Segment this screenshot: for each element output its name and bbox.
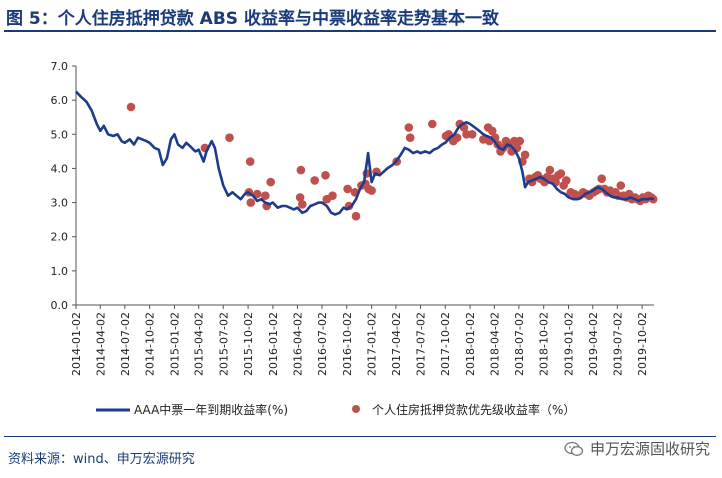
footer-divider [4,436,716,437]
x-tick-label: 2019-07-02 [611,312,624,376]
x-tick-label: 2016-04-02 [291,312,304,376]
abs-yield-point [246,198,256,207]
x-tick-label: 2017-10-02 [439,312,452,376]
abs-yield-point [310,176,320,185]
wechat-icon [564,441,584,456]
x-tick-label: 2018-04-02 [488,312,501,376]
x-tick-label: 2014-04-02 [94,312,107,376]
y-tick-label: 0.0 [51,299,69,312]
source-note: 资料来源：wind、申万宏源研究 [8,452,195,467]
x-tick-label: 2018-10-02 [538,312,551,376]
y-tick-label: 3.0 [51,197,69,210]
chart-axes [75,66,654,306]
abs-yield-point [452,133,462,142]
abs-yield-point [405,133,415,142]
abs-yield-point [343,184,352,194]
abs-yield-point [520,150,530,160]
legend-label-aaa: AAA中票一年到期收益率(%) [134,402,288,417]
abs-yield-point [245,157,255,166]
abs-yield-point [351,211,361,221]
abs-yield-point [404,123,414,132]
x-tick-label: 2019-04-02 [587,312,600,376]
abs-yield-point [562,176,571,185]
abs-yield-point [616,181,626,190]
x-tick-label: 2019-01-02 [563,312,576,376]
watermark: 申万宏源固收研究 [564,438,710,459]
x-tick-label: 2014-07-02 [119,312,132,376]
x-tick-label: 2017-04-02 [390,312,403,376]
abs-yield-point [367,186,376,195]
y-axis-ticks: 0.0 1.0 2.0 3.0 4.0 5.0 6.0 7.0 [51,60,76,312]
abs-yield-point [428,119,437,129]
x-tick-label: 2016-01-02 [267,312,280,376]
x-tick-label: 2018-01-02 [464,312,477,376]
x-tick-label: 2015-10-02 [242,312,255,376]
watermark-text: 申万宏源固收研究 [589,440,710,458]
x-axis-ticks: 2014-01-02 2014-04-02 2014-07-02 2014-10-02… [70,305,649,376]
x-tick-label: 2017-07-02 [414,312,427,376]
x-tick-label: 2015-04-02 [193,312,206,376]
x-tick-label: 2015-07-02 [217,312,230,376]
x-tick-label: 2017-01-02 [366,312,379,376]
x-tick-label: 2015-01-02 [168,312,181,376]
abs-yield-point [467,130,477,139]
y-tick-label: 7.0 [51,60,69,73]
figure-title: 图 5：个人住房抵押贷款 ABS 收益率与中票收益率走势基本一致 [6,9,499,29]
abs-yield-series [126,102,658,221]
abs-yield-point [252,189,262,199]
chart-legend: AAA中票一年到期收益率(%) 个人住房抵押贷款优先级收益率（%） [96,402,575,417]
abs-yield-point [225,133,234,142]
y-tick-label: 4.0 [51,162,69,175]
x-tick-label: 2016-10-02 [341,312,354,376]
abs-yield-point [295,193,305,202]
abs-yield-point [261,191,270,200]
abs-yield-point [126,102,136,112]
legend-label-abs: 个人住房抵押贷款优先级收益率（%） [372,402,575,417]
abs-yield-point [328,191,337,200]
y-tick-label: 5.0 [51,128,69,141]
abs-yield-point [487,126,497,136]
x-tick-label: 2019-10-02 [636,312,649,376]
abs-yield-point [296,165,306,175]
abs-yield-point [597,174,606,183]
x-tick-label: 2016-07-02 [316,312,329,376]
x-tick-label: 2014-01-02 [70,312,83,376]
x-tick-label: 2018-07-02 [513,312,526,376]
legend-dot-swatch [352,405,360,413]
title-divider [4,30,716,32]
y-tick-label: 2.0 [51,231,69,244]
abs-yield-point [545,165,555,175]
abs-yield-point [556,169,566,178]
y-tick-label: 1.0 [51,265,69,278]
abs-yield-point [266,177,276,187]
x-tick-label: 2014-10-02 [144,312,157,376]
y-tick-label: 6.0 [51,94,69,107]
abs-yield-point [321,171,330,180]
abs-yield-point [298,200,307,209]
abs-yield-point [515,136,524,146]
aaa-mtn-yield-line [75,90,655,216]
yield-chart: 0.01.02.03.04.05.06.07.0 2014-01-02 2014-… [51,60,658,417]
aaa-mtn-yield-series [75,90,655,216]
